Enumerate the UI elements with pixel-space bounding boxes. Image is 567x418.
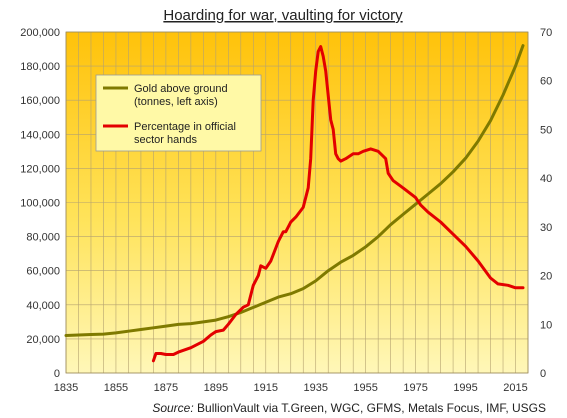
left-axis-tick-label: 160,000 (20, 95, 60, 107)
right-axis-tick-label: 30 (540, 222, 552, 234)
x-axis-tick-label: 1835 (54, 382, 78, 394)
chart-title: Hoarding for war, vaulting for victory (163, 7, 403, 24)
x-axis-tick-label: 1895 (204, 382, 228, 394)
left-axis-tick-label: 60,000 (26, 266, 60, 278)
x-axis-tick-label: 1975 (403, 382, 427, 394)
legend-label-gold-line1: Gold above ground (134, 83, 228, 95)
x-axis-tick-labels: 1835 1855 1875 1895 1915 1935 1955 1975 1995 2015 (54, 382, 528, 394)
plot-border (65, 31, 529, 374)
legend-label-official-line1: Percentage in official (134, 121, 236, 133)
series-line-gold-above-ground (64, 44, 525, 337)
left-axis-tick-label: 40,000 (26, 300, 60, 312)
left-axis-tick-label: 0 (54, 368, 60, 380)
left-axis-tick-label: 20,000 (26, 334, 60, 346)
legend-label-gold-line2: (tonnes, left axis) (134, 96, 218, 108)
right-axis-tick-label: 40 (540, 173, 552, 185)
left-axis-tick-label: 140,000 (20, 129, 60, 141)
legend-label-official-line2: sector hands (134, 134, 197, 146)
left-axis-tick-labels: 0 20,000 40,000 60,000 80,000 100,000 120,000 1… (20, 27, 60, 380)
right-axis-tick-label: 20 (540, 271, 552, 283)
left-axis-tick-label: 180,000 (20, 61, 60, 73)
x-axis-tick-label: 1875 (154, 382, 178, 394)
x-axis-tick-label: 1855 (104, 382, 128, 394)
left-axis-tick-label: 120,000 (20, 163, 60, 175)
x-axis-tick-label: 1915 (254, 382, 278, 394)
x-axis-tick-label: 1955 (353, 382, 377, 394)
right-axis-tick-label: 60 (540, 76, 552, 88)
source-label: Source: (152, 401, 193, 415)
right-axis-tick-label: 50 (540, 124, 552, 136)
right-axis-tick-labels: 0 10 20 30 40 50 60 70 (540, 27, 552, 380)
x-axis-tick-label: 1995 (453, 382, 477, 394)
legend: Gold above ground (tonnes, left axis) Pe… (95, 74, 262, 152)
source-note: Source: BullionVault via T.Green, WGC, G… (152, 401, 546, 415)
source-text: BullionVault via T.Green, WGC, GFMS, Met… (197, 401, 546, 415)
right-axis-tick-label: 70 (540, 27, 552, 39)
x-axis-tick-label: 1935 (303, 382, 327, 394)
left-axis-tick-label: 100,000 (20, 198, 60, 210)
left-axis-tick-label: 200,000 (20, 27, 60, 39)
left-axis-tick-label: 80,000 (26, 232, 60, 244)
right-axis-tick-label: 0 (540, 368, 546, 380)
x-axis-tick-label: 2015 (503, 382, 527, 394)
right-axis-tick-label: 10 (540, 319, 552, 331)
series-lines (64, 44, 525, 363)
series-line-official-sector-share (151, 45, 525, 363)
